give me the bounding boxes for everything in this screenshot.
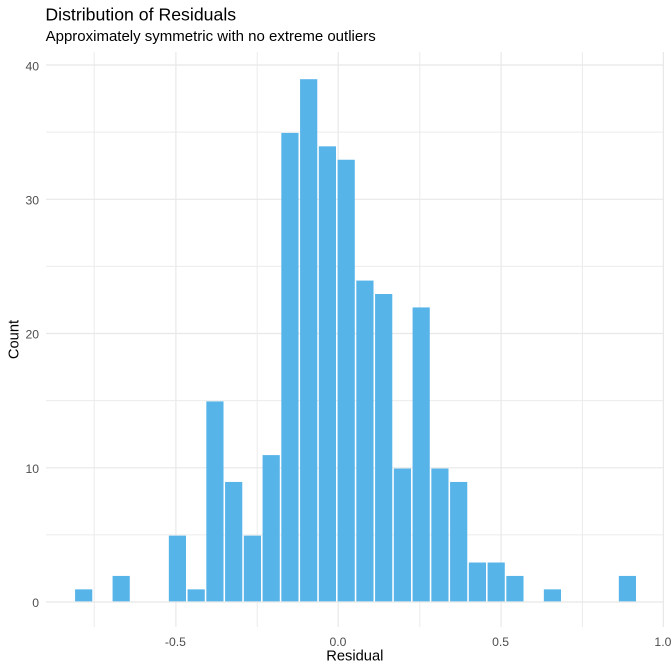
svg-text:-0.5: -0.5: [165, 635, 186, 649]
svg-text:40: 40: [25, 60, 39, 74]
svg-text:Residual: Residual: [326, 649, 383, 665]
svg-text:Approximately symmetric with n: Approximately symmetric with no extreme …: [46, 28, 376, 45]
svg-text:1.0: 1.0: [654, 635, 671, 649]
svg-text:20: 20: [25, 328, 39, 342]
svg-text:0: 0: [32, 596, 39, 610]
svg-text:10: 10: [25, 462, 39, 476]
svg-text:Count: Count: [7, 320, 23, 359]
svg-text:30: 30: [25, 194, 39, 208]
svg-text:Distribution of Residuals: Distribution of Residuals: [45, 5, 236, 25]
svg-text:0.5: 0.5: [492, 635, 509, 649]
svg-text:0.0: 0.0: [330, 635, 347, 649]
